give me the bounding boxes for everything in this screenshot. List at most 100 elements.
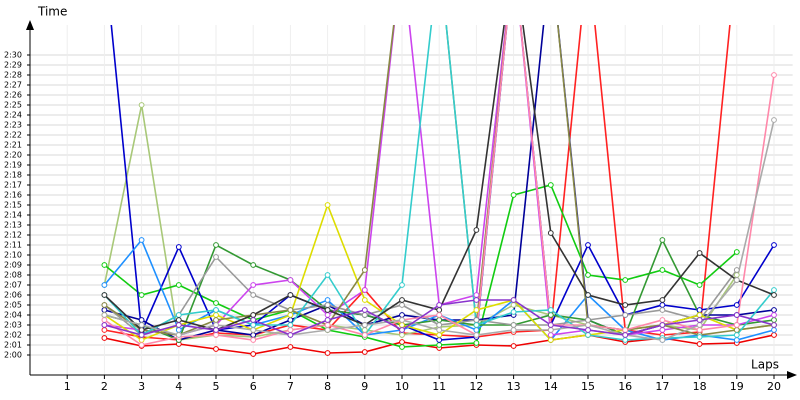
data-point bbox=[361, 267, 368, 273]
data-point bbox=[324, 307, 331, 313]
data-point bbox=[510, 192, 517, 198]
data-point bbox=[213, 300, 219, 306]
y-tick-label: 2:14 bbox=[4, 211, 22, 220]
data-point bbox=[399, 322, 405, 328]
data-point bbox=[659, 322, 666, 328]
data-point bbox=[324, 312, 331, 318]
data-point bbox=[361, 312, 368, 318]
y-tick-label: 2:30 bbox=[4, 51, 22, 60]
data-point bbox=[659, 307, 666, 313]
data-point bbox=[473, 340, 480, 346]
data-point bbox=[733, 337, 740, 343]
data-point bbox=[399, 339, 405, 345]
data-point bbox=[138, 327, 145, 333]
x-tick-label: 19 bbox=[730, 380, 744, 393]
data-point bbox=[287, 312, 294, 318]
y-tick-label: 2:07 bbox=[4, 281, 22, 290]
data-point bbox=[324, 350, 331, 356]
data-point bbox=[585, 327, 591, 333]
data-point bbox=[324, 322, 331, 328]
data-point bbox=[175, 282, 182, 288]
data-point bbox=[696, 322, 703, 328]
data-point bbox=[324, 302, 331, 308]
y-axis-arrow bbox=[26, 20, 34, 30]
y-tick-label: 2:02 bbox=[4, 331, 22, 340]
data-point bbox=[771, 312, 777, 318]
y-tick-label: 2:08 bbox=[4, 271, 22, 280]
data-point bbox=[622, 327, 629, 333]
data-point bbox=[696, 282, 703, 288]
data-point bbox=[510, 343, 517, 349]
data-point bbox=[547, 322, 554, 328]
data-point bbox=[361, 297, 368, 303]
data-point bbox=[287, 277, 294, 283]
data-point bbox=[622, 332, 629, 338]
data-point bbox=[510, 322, 517, 328]
data-point bbox=[733, 277, 740, 283]
data-point bbox=[175, 327, 182, 333]
x-tick-label: 11 bbox=[432, 380, 446, 393]
x-tick-label: 10 bbox=[395, 380, 409, 393]
data-point bbox=[547, 307, 554, 313]
y-tick-label: 2:10 bbox=[4, 251, 22, 260]
data-point bbox=[287, 322, 294, 328]
data-point bbox=[138, 292, 145, 298]
data-point bbox=[733, 332, 740, 338]
data-point bbox=[696, 341, 703, 347]
data-point bbox=[399, 297, 405, 303]
y-tick-label: 2:06 bbox=[4, 291, 22, 300]
data-point bbox=[659, 337, 666, 343]
data-point bbox=[213, 332, 219, 338]
data-point bbox=[250, 282, 257, 288]
data-point bbox=[101, 307, 108, 313]
data-point bbox=[771, 72, 777, 78]
data-point bbox=[213, 242, 219, 248]
data-point bbox=[101, 317, 108, 323]
x-axis-label: Laps bbox=[751, 358, 779, 372]
data-point bbox=[436, 312, 443, 318]
y-tick-label: 2:29 bbox=[4, 61, 22, 70]
data-point bbox=[361, 287, 368, 293]
data-point bbox=[399, 344, 405, 350]
x-tick-label: 15 bbox=[581, 380, 595, 393]
data-point bbox=[175, 317, 182, 323]
data-point bbox=[213, 317, 219, 323]
y-tick-label: 2:05 bbox=[4, 301, 22, 310]
y-tick-label: 2:25 bbox=[4, 101, 22, 110]
x-tick-label: 9 bbox=[361, 380, 368, 393]
x-tick-label: 18 bbox=[693, 380, 707, 393]
y-tick-label: 2:13 bbox=[4, 221, 22, 230]
data-point bbox=[175, 312, 182, 318]
data-point bbox=[733, 302, 740, 308]
data-point bbox=[547, 337, 554, 343]
data-point bbox=[659, 267, 666, 273]
data-point bbox=[101, 322, 108, 328]
y-tick-label: 2:21 bbox=[4, 141, 22, 150]
data-point bbox=[771, 322, 777, 328]
data-point bbox=[287, 332, 294, 338]
data-point bbox=[213, 346, 219, 352]
data-point bbox=[399, 327, 405, 333]
data-point bbox=[101, 302, 108, 308]
data-point bbox=[585, 242, 591, 248]
data-point bbox=[473, 317, 480, 323]
data-point bbox=[138, 322, 145, 328]
data-point bbox=[213, 312, 219, 318]
data-point bbox=[510, 327, 517, 333]
data-point bbox=[585, 317, 591, 323]
data-point bbox=[250, 327, 257, 333]
data-point bbox=[585, 332, 591, 338]
data-point bbox=[138, 317, 145, 323]
data-point bbox=[138, 342, 145, 348]
data-point bbox=[696, 307, 703, 313]
data-point bbox=[138, 102, 145, 108]
y-tick-label: 2:20 bbox=[4, 151, 22, 160]
data-point bbox=[622, 312, 629, 318]
data-point bbox=[510, 302, 517, 308]
data-point bbox=[436, 302, 443, 308]
y-tick-label: 2:24 bbox=[4, 111, 22, 120]
data-point bbox=[733, 272, 740, 278]
data-point bbox=[547, 230, 554, 236]
data-point bbox=[473, 327, 480, 333]
data-point bbox=[547, 312, 554, 318]
